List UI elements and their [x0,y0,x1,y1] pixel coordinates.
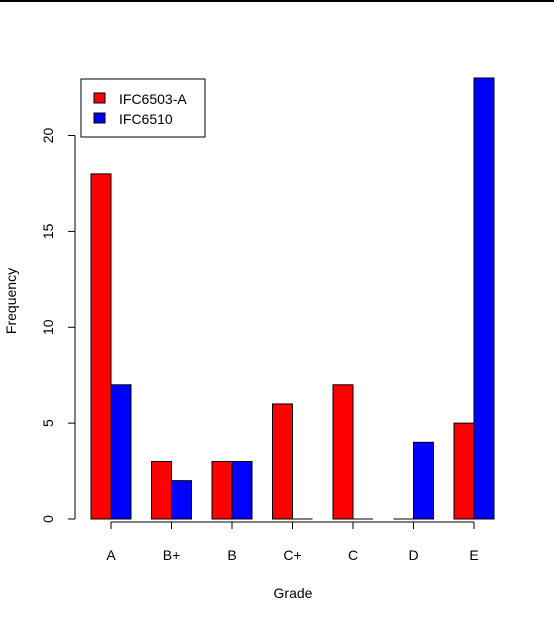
bar-ifc6503-a-b [211,460,233,520]
x-axis: A B+ B C+ C D E [106,521,479,563]
x-tick-label: A [106,547,116,563]
bar-ifc6503-a-a [90,173,112,520]
legend-label-ifc6510: IFC6510 [119,111,173,127]
legend: IFC6503-A IFC6510 [80,78,206,138]
legend-label-ifc6503-a: IFC6503-A [119,91,187,107]
top-border-line [0,0,554,2]
legend-swatch-ifc6510 [93,112,106,124]
y-tick-label: 15 [40,223,56,239]
bar-ifc6510-b [231,460,253,520]
x-tick-label: C+ [283,547,301,563]
legend-swatch-ifc6503-a [93,92,106,104]
x-tick-label: B+ [163,547,181,563]
y-axis-title: Frequency [3,268,19,334]
bar-ifc6510-d [413,441,434,520]
bar-ifc6510-e [473,77,495,520]
legend-box [80,78,206,138]
y-tick-label: 5 [40,419,56,427]
y-tick-label: 0 [40,515,56,523]
bar-ifc6503-a-e [453,422,475,520]
y-tick-label: 20 [40,128,56,144]
x-axis-title: Grade [274,585,313,601]
y-tick-label: 10 [40,319,56,335]
bar-ifc6503-a-cplus [272,403,293,520]
bars-layer [90,77,495,520]
bar-ifc6510-bplus [171,480,192,520]
x-tick-label: C [348,547,358,563]
x-tick-label: E [469,547,478,563]
bar-ifc6503-a-bplus [151,460,172,520]
x-tick-label: D [408,547,418,563]
bar-ifc6503-a-c [332,384,354,520]
bar-ifc6510-a [110,384,132,520]
x-tick-label: B [227,547,236,563]
y-axis: 0 5 10 15 20 [40,128,76,523]
